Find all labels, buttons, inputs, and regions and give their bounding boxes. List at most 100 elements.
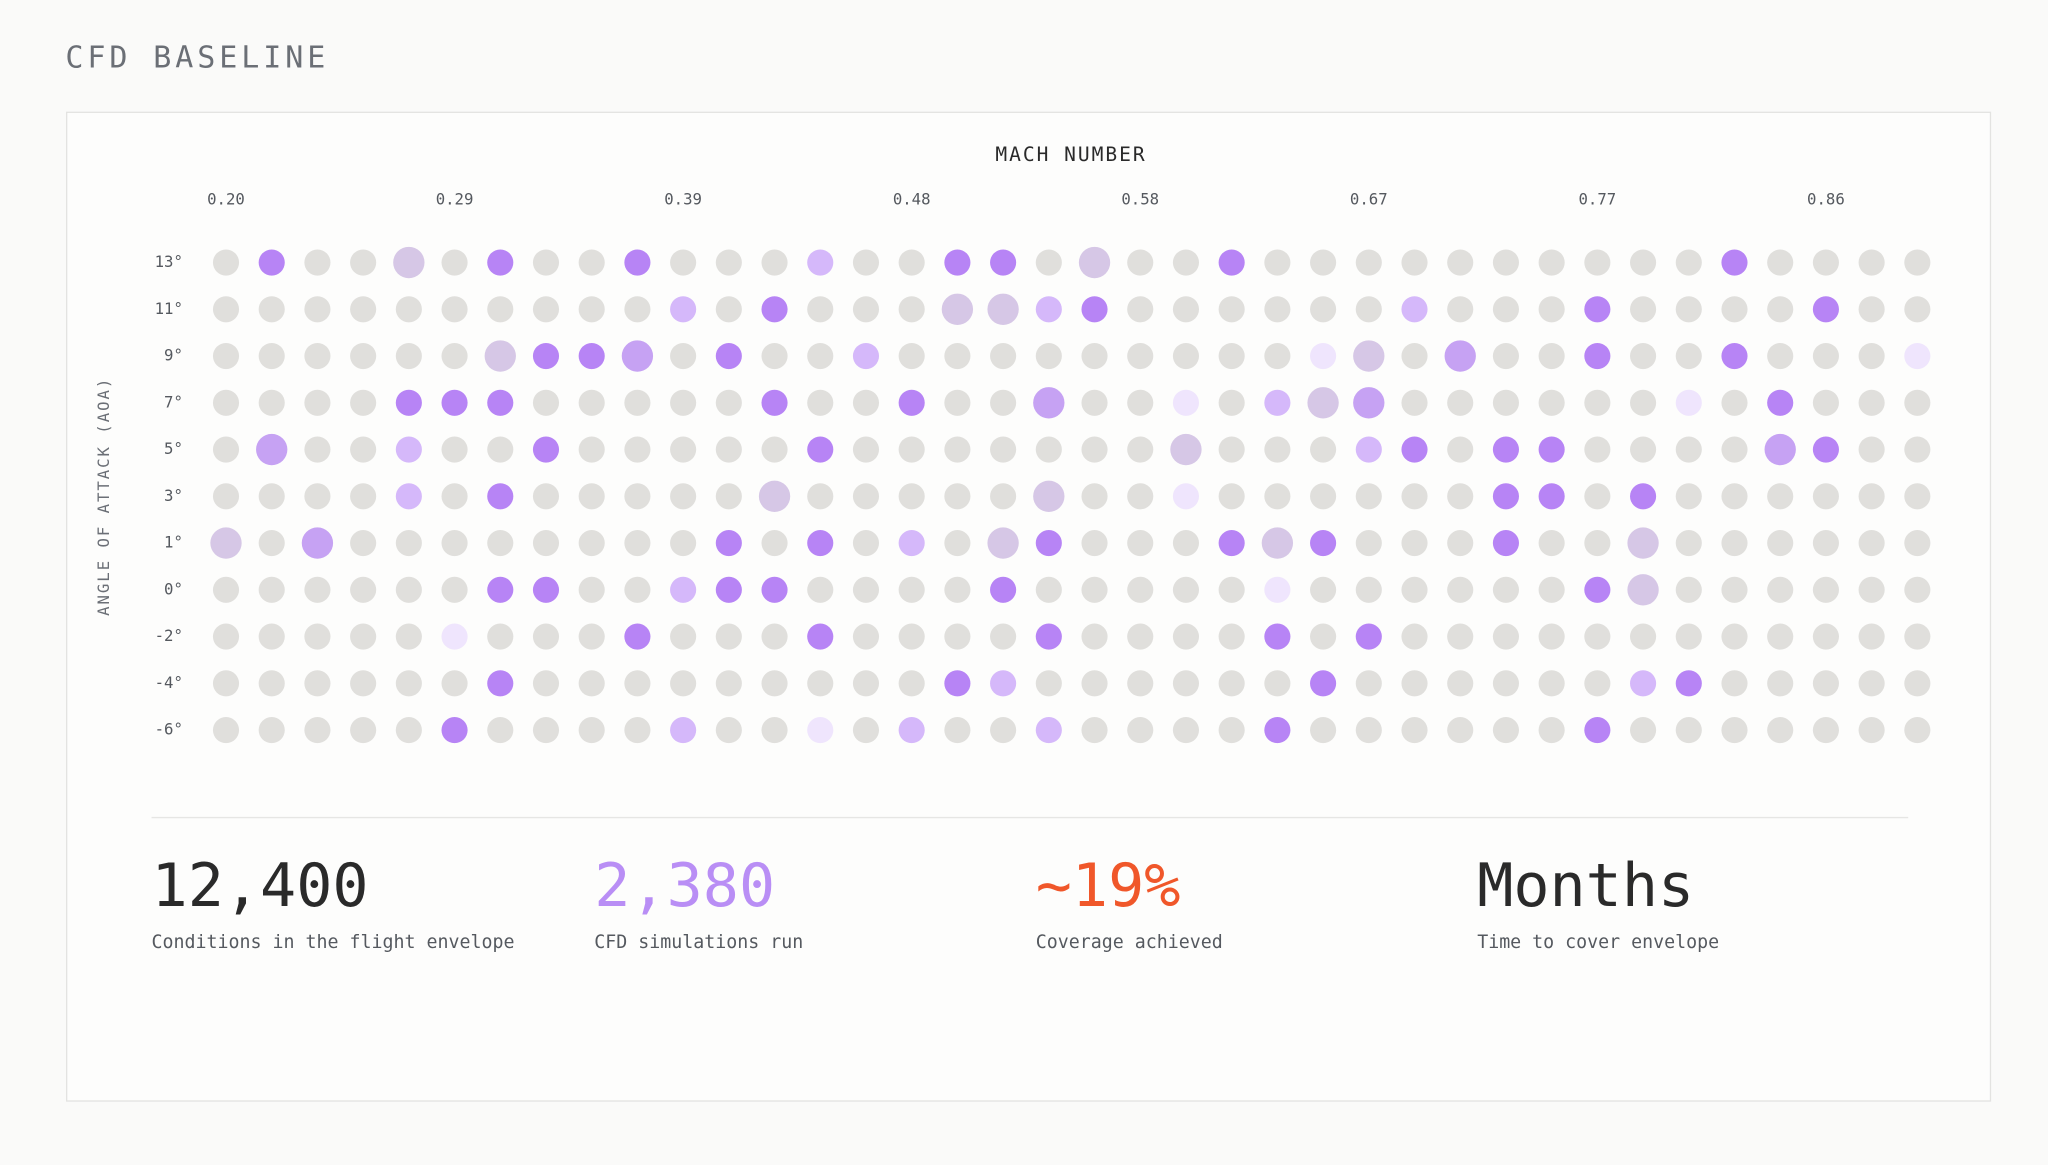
condition-dot (395, 717, 422, 744)
condition-dot (1447, 249, 1474, 276)
condition-dot (1721, 249, 1748, 276)
condition-dot (1858, 389, 1885, 416)
condition-dot (1767, 389, 1794, 416)
condition-dot (1538, 623, 1565, 650)
condition-dot (395, 623, 422, 650)
condition-dot (944, 249, 971, 276)
condition-dot (852, 717, 880, 744)
condition-dot (1447, 529, 1474, 557)
condition-dot (1218, 249, 1245, 276)
condition-dot (1767, 576, 1794, 603)
condition-dot (1721, 670, 1748, 697)
condition-dot (1035, 670, 1062, 697)
x-tick-label: 0.29 (436, 189, 474, 208)
condition-dot (395, 483, 422, 510)
condition-dot (670, 342, 697, 370)
condition-dot (304, 436, 331, 463)
condition-dot (1721, 623, 1748, 650)
card (66, 111, 1992, 1102)
condition-dot (1675, 436, 1702, 463)
condition-dot (1904, 717, 1931, 744)
condition-dot (852, 249, 880, 276)
condition-dot (441, 436, 468, 463)
condition-dot (1310, 483, 1337, 510)
condition-dot (1401, 342, 1428, 370)
condition-dot (212, 296, 240, 323)
condition-dot (1812, 529, 1839, 557)
condition-dot (1035, 529, 1062, 557)
condition-dot (1721, 483, 1748, 510)
condition-dot (807, 717, 834, 744)
condition-dot (944, 717, 971, 744)
condition-dot (1492, 623, 1519, 650)
condition-dot (441, 670, 468, 697)
condition-dot (715, 623, 742, 650)
condition-dot (1812, 623, 1839, 650)
condition-dot (1767, 296, 1794, 323)
condition-dot (944, 623, 971, 650)
condition-dot (1127, 717, 1154, 744)
condition-dot (1858, 670, 1885, 697)
page-title: CFD BASELINE (65, 40, 329, 75)
condition-dot (807, 249, 834, 276)
condition-dot (1812, 670, 1839, 697)
condition-dot (715, 436, 742, 463)
x-axis-title: MACH NUMBER (995, 143, 1146, 166)
condition-dot (1355, 529, 1382, 557)
condition-dot (1584, 249, 1611, 276)
condition-dot (212, 717, 240, 744)
condition-dot (212, 249, 240, 276)
condition-dot (1218, 296, 1245, 323)
condition-dot (670, 436, 697, 463)
condition-dot (898, 670, 925, 697)
condition-dot (624, 249, 651, 276)
condition-dot (1858, 436, 1885, 463)
condition-dot (1538, 717, 1565, 744)
condition-dot (1492, 483, 1519, 510)
condition-dot (395, 342, 422, 370)
condition-dot (1584, 483, 1611, 510)
condition-dot (578, 483, 605, 510)
x-tick-label: 0.48 (893, 189, 931, 208)
x-tick-label: 0.67 (1350, 189, 1388, 208)
condition-dot (761, 529, 788, 557)
condition-dot (1172, 529, 1200, 557)
condition-dot (1767, 717, 1794, 744)
condition-dot (1355, 249, 1382, 276)
condition-dot (1904, 389, 1931, 416)
condition-dot (1858, 296, 1885, 323)
condition-dot (1261, 527, 1294, 559)
x-tick-label: 0.58 (1121, 189, 1159, 208)
condition-dot (1218, 436, 1245, 463)
condition-dot (1447, 389, 1474, 416)
condition-dot (1127, 389, 1154, 416)
condition-dot (1218, 670, 1245, 697)
condition-dot (1310, 670, 1337, 697)
condition-dot (670, 670, 697, 697)
condition-dot (1904, 342, 1931, 370)
condition-dot (212, 389, 240, 416)
condition-dot (578, 342, 605, 370)
condition-dot (1675, 483, 1702, 510)
condition-dot (441, 296, 468, 323)
condition-dot (1401, 436, 1428, 463)
condition-dot (350, 529, 377, 557)
condition-dot (1492, 249, 1519, 276)
condition-dot (898, 717, 925, 744)
condition-dot (852, 623, 880, 650)
condition-dot (350, 576, 377, 603)
condition-dot (304, 670, 331, 697)
condition-dot (487, 296, 514, 323)
condition-dot (1721, 576, 1748, 603)
condition-dot (990, 623, 1017, 650)
condition-dot (1904, 576, 1931, 603)
condition-dot (1721, 389, 1748, 416)
condition-dot (1538, 342, 1565, 370)
condition-dot (212, 576, 240, 603)
condition-dot (715, 670, 742, 697)
y-tick-label: -2° (155, 626, 183, 645)
stat-label: Time to cover envelope (1477, 932, 1719, 953)
condition-dot (944, 342, 971, 370)
condition-dot (258, 670, 285, 697)
